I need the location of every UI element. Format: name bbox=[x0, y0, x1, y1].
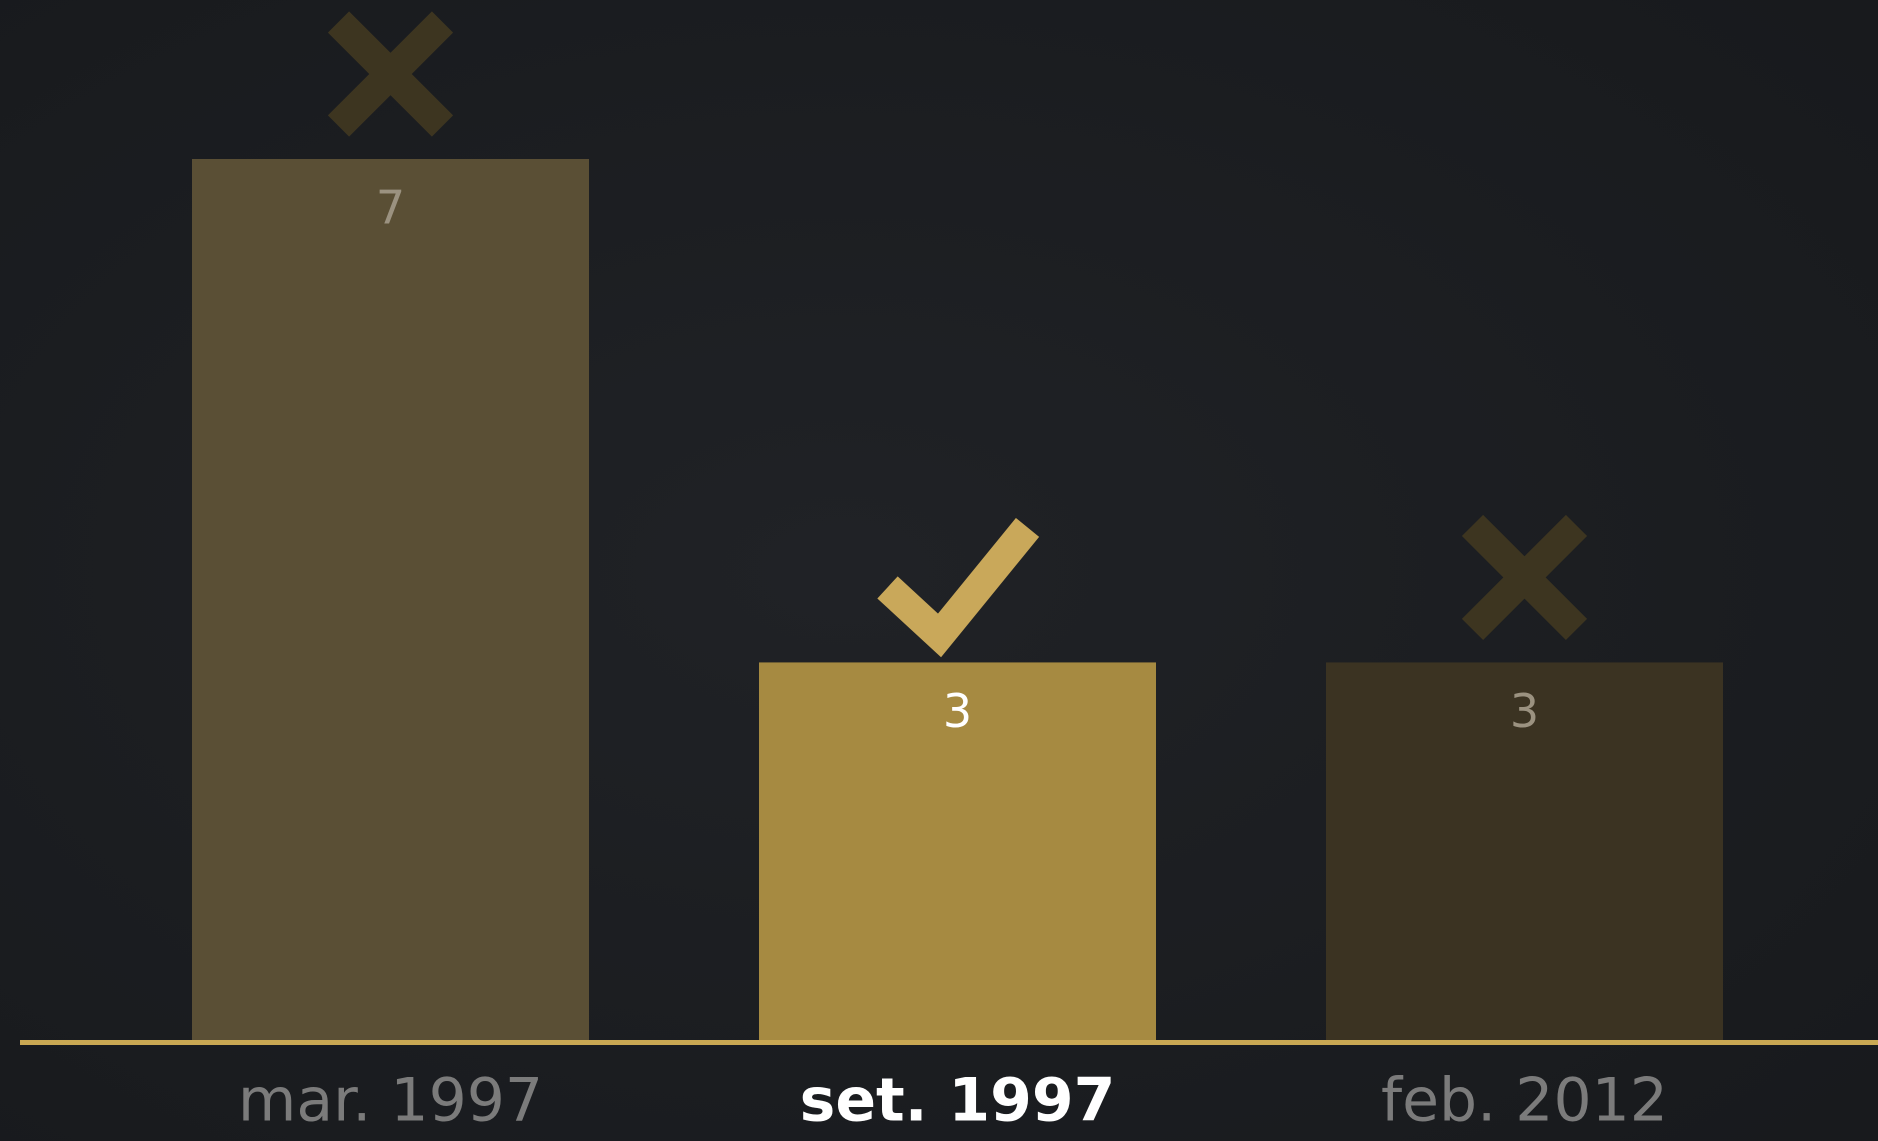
bar bbox=[192, 159, 589, 1040]
plot: 7 mar. 1997 3 set. 1997 3 feb. 2012 bbox=[192, 11, 1723, 1136]
baseline bbox=[20, 1040, 1878, 1045]
value-label: 3 bbox=[943, 684, 972, 738]
x-tick-label: feb. 2012 bbox=[1381, 1066, 1668, 1136]
x-tick-label: set. 1997 bbox=[800, 1066, 1116, 1136]
value-label: 7 bbox=[376, 181, 405, 235]
x-tick-label: mar. 1997 bbox=[238, 1066, 543, 1136]
bar bbox=[1326, 662, 1723, 1040]
cross-icon bbox=[1461, 514, 1588, 641]
cross-icon bbox=[327, 11, 454, 137]
value-label: 3 bbox=[1510, 684, 1539, 738]
check-icon bbox=[877, 517, 1040, 658]
bar bbox=[759, 662, 1156, 1040]
